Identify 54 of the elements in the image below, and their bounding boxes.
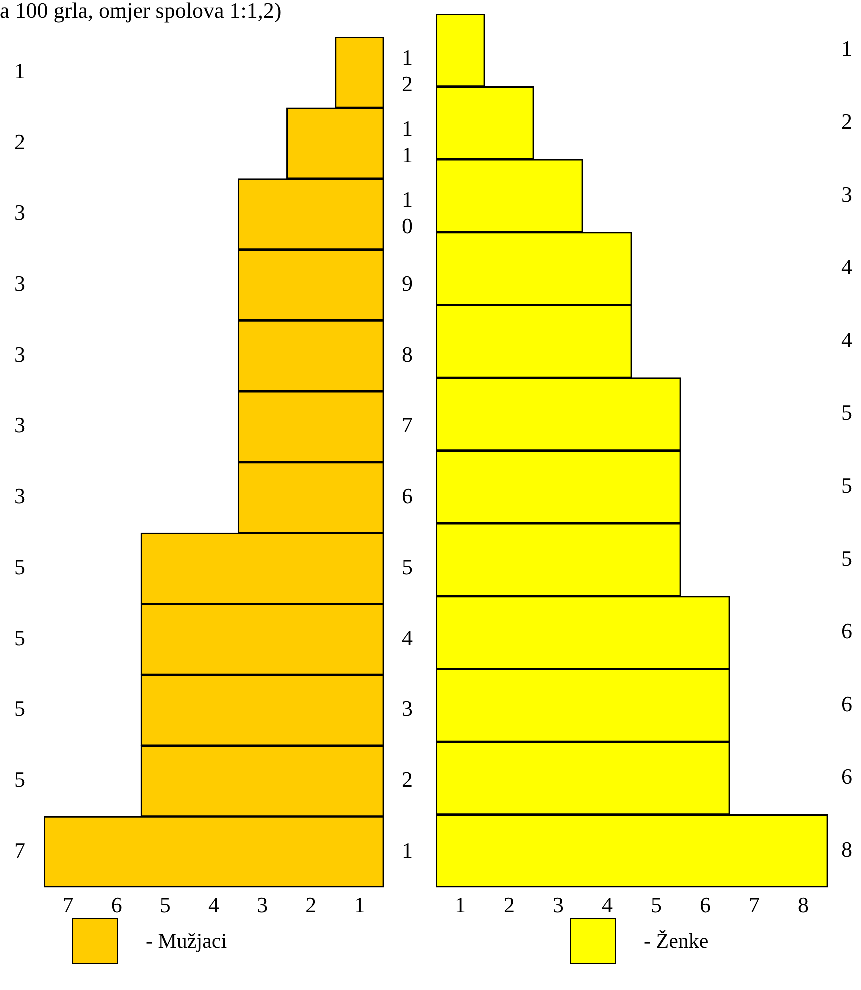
data-label: 4 xyxy=(842,254,852,280)
y-tick-label: 4 xyxy=(402,625,413,650)
x-tick-label: 3 xyxy=(553,892,564,918)
data-label: 1 xyxy=(842,36,852,62)
x-tick-label: 3 xyxy=(257,892,268,918)
data-label: 6 xyxy=(842,764,852,790)
data-label: 8 xyxy=(842,836,852,862)
y-tick-label: 6 xyxy=(402,484,413,509)
data-label: 1 xyxy=(14,58,26,84)
y-tick-label: 12 xyxy=(402,45,413,97)
data-label: 5 xyxy=(14,554,26,580)
x-tick-label: 7 xyxy=(62,892,74,918)
y-tick-label: 1 xyxy=(402,838,413,863)
x-tick-label: 4 xyxy=(602,892,613,918)
data-label: 5 xyxy=(14,696,26,722)
x-tick-label: 5 xyxy=(160,892,171,918)
data-label: 3 xyxy=(14,484,26,509)
data-label: 5 xyxy=(14,767,26,792)
data-label: 6 xyxy=(842,691,852,716)
x-tick-label: 4 xyxy=(208,892,220,918)
data-label: 3 xyxy=(14,271,26,296)
data-label: 5 xyxy=(842,472,852,498)
y-tick-label: 7 xyxy=(402,412,413,438)
data-label: 3 xyxy=(14,200,26,226)
x-tick-label: 2 xyxy=(306,892,317,918)
y-tick-label: 5 xyxy=(402,554,413,580)
data-label: 6 xyxy=(842,618,852,644)
data-label: 4 xyxy=(842,327,852,352)
y-tick-label: 3 xyxy=(402,696,413,722)
data-label: 3 xyxy=(842,182,852,207)
y-tick-label: 11 xyxy=(402,116,413,168)
x-tick-label: 6 xyxy=(700,892,711,918)
y-tick-label: 2 xyxy=(402,767,413,792)
x-tick-label: 2 xyxy=(504,892,515,918)
data-label: 3 xyxy=(14,412,26,438)
y-tick-label: 8 xyxy=(402,342,413,367)
y-tick-label: 9 xyxy=(402,271,413,296)
x-tick-label: 5 xyxy=(651,892,662,918)
text: - Ženke xyxy=(644,928,709,954)
data-label: 5 xyxy=(842,400,852,426)
x-tick-label: 6 xyxy=(111,892,122,918)
chart-title: a 100 grla, omjer spolova 1:1,2) xyxy=(0,0,282,23)
text: - Mužjaci xyxy=(146,928,228,954)
x-tick-label: 1 xyxy=(455,892,466,918)
x-tick-label: 1 xyxy=(354,892,366,918)
x-tick-label: 8 xyxy=(798,892,809,918)
y-tick-label: 10 xyxy=(402,186,413,238)
data-label: 3 xyxy=(14,342,26,367)
data-label: 5 xyxy=(842,546,852,571)
data-label: 2 xyxy=(14,129,26,154)
data-label: 5 xyxy=(14,625,26,650)
data-label: 7 xyxy=(14,838,26,863)
data-label: 2 xyxy=(842,108,852,134)
x-tick-label: 7 xyxy=(749,892,760,918)
